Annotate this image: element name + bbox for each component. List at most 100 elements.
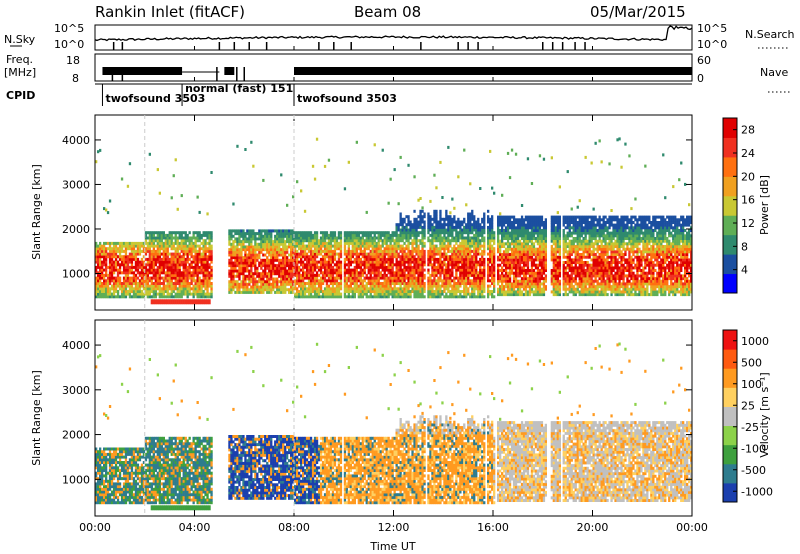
power-cell [116,241,120,245]
power-cell [363,263,366,267]
power-cell [132,265,136,269]
power-cell [331,292,335,296]
power-cell [439,252,442,256]
power-cell [323,290,327,293]
power-cell [274,280,277,284]
power-cell [499,255,502,259]
power-cell [435,247,438,251]
power-cell [504,234,508,238]
power-cell [196,268,199,272]
power-cell [311,268,315,272]
power-cell [357,233,360,237]
power-cell [469,231,472,235]
power-cell [477,239,480,243]
power-cell [512,287,516,291]
power-cell [481,239,484,243]
power-cell [499,223,502,227]
power-cell [278,237,281,241]
power-cell [379,292,382,296]
power-cell [369,276,372,280]
power-cell [154,273,157,277]
power-cell [296,292,299,296]
power-cell [198,276,201,280]
power-cell [313,265,317,269]
power-cell [377,239,380,243]
power-cell [300,273,303,277]
power-cell [501,229,504,232]
power-cell [453,260,456,264]
power-cell [294,273,297,277]
power-cell [397,295,400,299]
power-cell [256,266,259,270]
power-cell [411,257,414,261]
power-cell [256,232,259,236]
power-cell [459,273,462,277]
power-cell [206,257,209,261]
power-cell [244,245,247,249]
power-cell [387,263,390,267]
power-cell [389,292,392,296]
power-cell [375,257,378,261]
power-cell [417,279,420,283]
power-cell [180,279,183,283]
power-cell [409,241,412,245]
power-cell [272,285,275,289]
power-cell [499,242,502,246]
power-cell [399,284,402,288]
power-cell [258,285,261,289]
power-cell [437,292,440,296]
power-cell [491,265,494,269]
power-cell [254,266,257,270]
power-cell [240,282,243,286]
power-cell [461,239,464,243]
power-cell [278,285,281,289]
power-cell [270,248,273,252]
power-cell [146,247,149,251]
power-cell [512,229,516,232]
power-cell [433,255,436,259]
power-cell [154,292,157,296]
power-cell [158,231,161,235]
power-cell [152,255,155,259]
power-cell [501,255,504,259]
power-cell [337,284,341,288]
power-cell [401,282,404,285]
power-cell [166,255,169,259]
power-cell [315,239,319,243]
power-cell [180,255,183,259]
power-cell [329,290,333,293]
power-cell [367,276,370,280]
power-cell [421,220,424,224]
power-cell [206,295,209,299]
power-cell [387,284,390,288]
power-cell [166,284,169,288]
power-cell [327,263,331,267]
power-cell [493,287,496,291]
power-cell [339,249,343,253]
power-cell [379,290,382,293]
power-cell [385,236,388,240]
power-cell [208,265,211,269]
power-cell [307,244,311,248]
power-cell [457,282,460,285]
power-cell [124,260,128,264]
power-cell [276,290,279,294]
power-cell [483,295,486,299]
power-cell [421,282,424,285]
power-cell [300,268,303,272]
power-cell [103,207,106,211]
power-cell [351,292,354,296]
power-cell [288,232,291,236]
power-cell [375,279,378,283]
power-cell [160,236,163,240]
power-cell [337,287,341,291]
power-cell [302,295,305,299]
power-cell [367,295,370,299]
power-cell [260,290,263,294]
power-cell [443,295,446,299]
power-cell [483,252,486,256]
power-cell [313,233,317,237]
power-cell [437,284,440,288]
power-cell [124,295,128,299]
